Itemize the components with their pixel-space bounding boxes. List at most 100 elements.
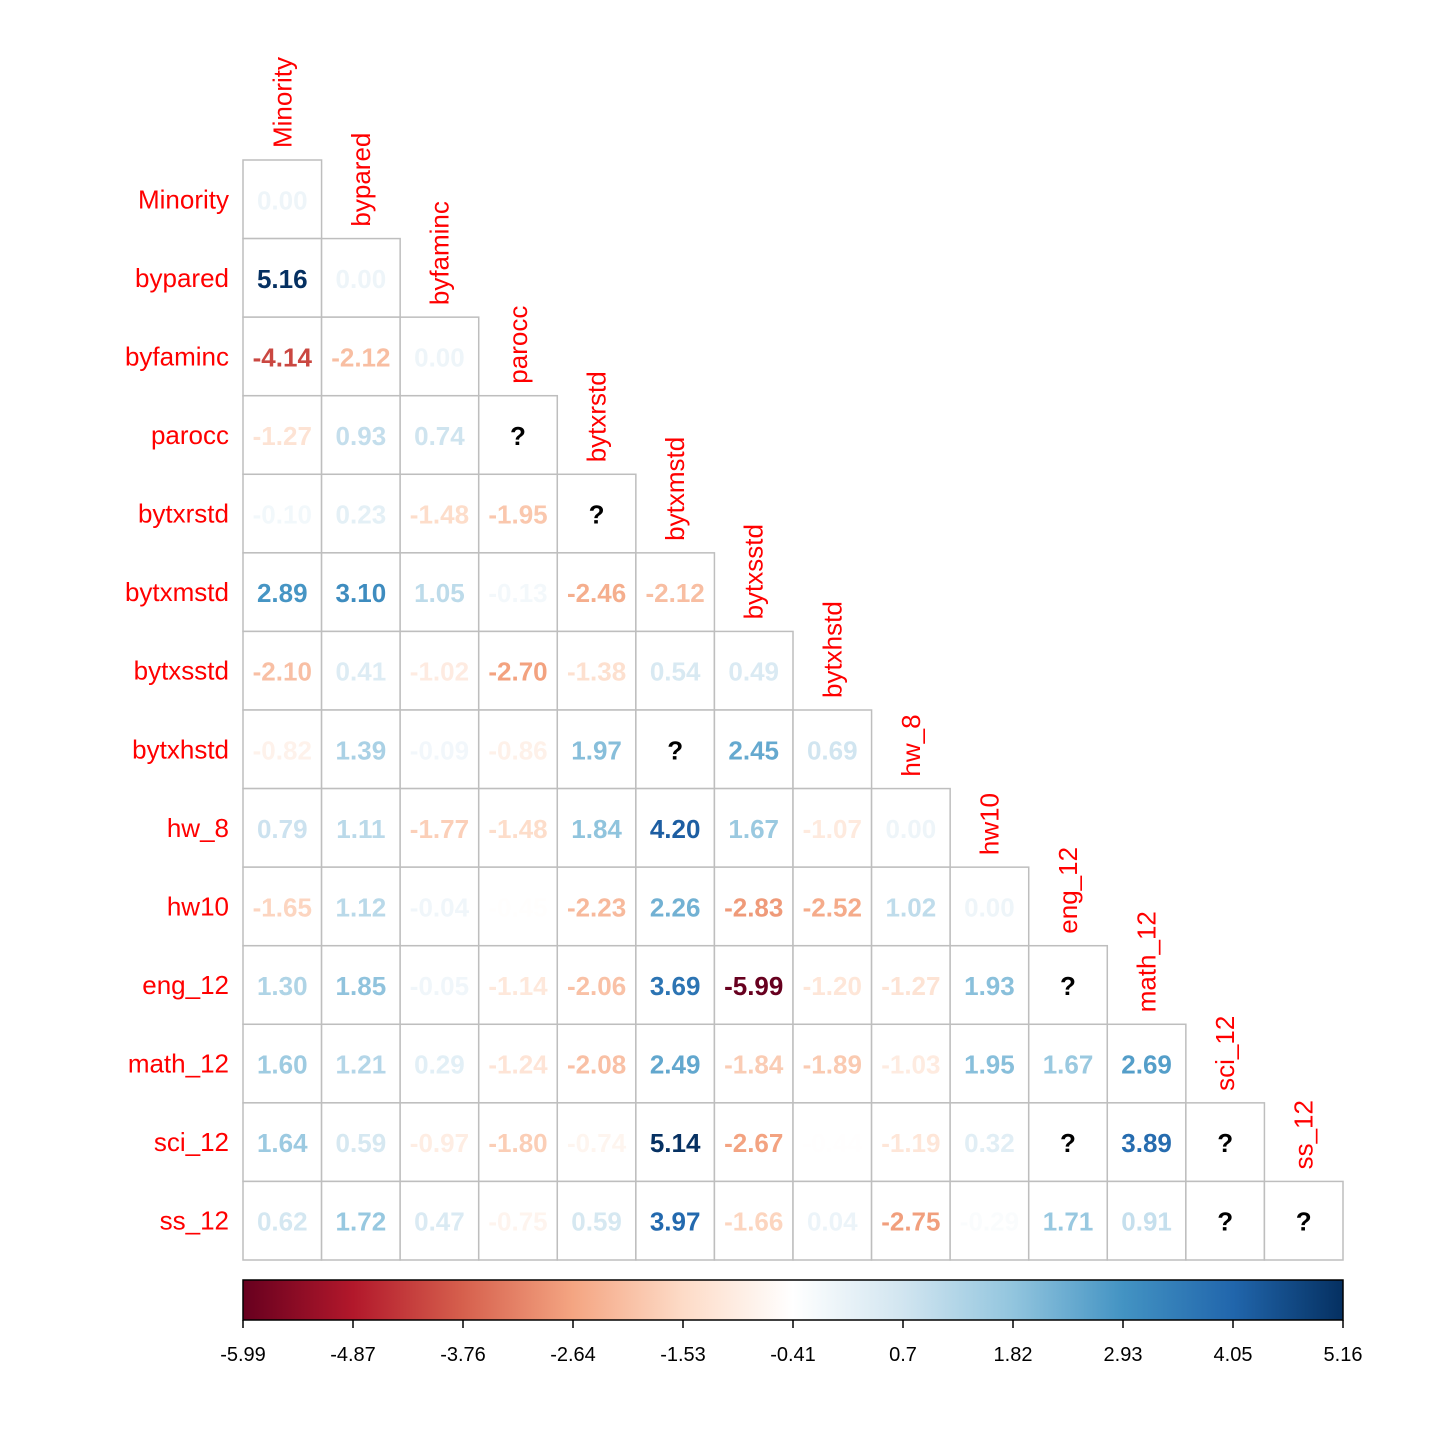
cell-value-label: -1.65 [253,892,312,922]
heatmap-cell [635,1180,716,1261]
heatmap-cell [1027,1180,1109,1261]
colorbar-tick-label: -4.87 [330,1344,376,1366]
heatmap-cell [870,866,951,947]
cell-value-label: -2.06 [567,971,626,1001]
cell-value-label: -0.29 [960,1207,1019,1237]
heatmap-cell [635,630,716,711]
cell-value-label: 0.41 [336,657,387,687]
heatmap-cell [320,394,401,476]
cell-value-label: -1.20 [803,971,862,1001]
heatmap-cell [713,1102,794,1183]
colorbar-tick-label: -1.53 [660,1344,706,1366]
column-label: hw10 [974,793,1004,855]
cell-value-label: 1.95 [964,1050,1015,1080]
cell-value-label: 1.60 [257,1050,308,1080]
cell-na-label: ? [1060,971,1076,1001]
cell-value-label: -0.44 [803,1128,863,1158]
cell-value-label: -2.12 [646,578,705,608]
heatmap-cell [1185,1180,1266,1261]
cell-value-label: -1.48 [488,814,547,844]
heatmap-cell [477,787,559,868]
row-label: hw_8 [167,813,229,843]
heatmap-cells: 0.00 5.16 0.00 -4.14 -2.12 0.00 -1.27 0.93 0.74?… [242,159,1344,1261]
cell-value-label: 1.71 [1043,1207,1094,1237]
column-label: sci_12 [1210,1016,1240,1091]
heatmap-cell [399,1023,480,1104]
heatmap-cell [713,1180,794,1261]
cell-value-label: 3.10 [336,578,387,608]
heatmap-cell [320,473,401,554]
column-label: bypared [346,133,376,227]
cell-value-label: 0.69 [807,735,858,765]
cell-na-label: ? [1217,1128,1233,1158]
cell-value-label: 1.02 [886,892,937,922]
heatmap-cell [399,552,480,633]
heatmap-cell [399,866,480,947]
heatmap-cell [320,552,401,633]
heatmap-cell [870,1102,951,1183]
heatmap-cell [635,866,716,947]
cell-value-label: -1.95 [488,500,547,530]
cell-value-label: -0.13 [488,578,547,608]
column-label: bytxhstd [817,601,847,698]
cell-value-label: 0.91 [1121,1207,1172,1237]
row-label: hw10 [167,891,229,921]
heatmap-cell [477,552,559,633]
colorbar-tick-label: 2.93 [1104,1344,1143,1366]
heatmap-cell [870,944,951,1026]
heatmap-cell [399,1102,480,1183]
cell-value-label: -1.24 [488,1050,548,1080]
cell-value-label: 0.49 [728,657,779,687]
row-label: ss_12 [160,1206,229,1236]
cell-value-label: -0.82 [253,735,312,765]
cell-value-label: 4.20 [650,814,701,844]
row-label: bytxmstd [125,577,229,607]
cell-value-label: -2.70 [488,657,547,687]
cell-na-label: ? [667,735,683,765]
heatmap-cell [792,1023,873,1104]
colorbar-gradient [242,1279,1344,1321]
cell-value-label: 2.45 [728,735,779,765]
heatmap-cell [949,1023,1030,1104]
column-label: bytxrstd [582,371,612,462]
cell-value-label: 2.69 [1121,1050,1172,1080]
colorbar-tick-label: -0.41 [770,1344,816,1366]
cell-value-label: 1.05 [414,578,465,608]
heatmap-cell [399,787,480,868]
heatmap-cell [870,787,951,868]
heatmap-cell [477,630,559,711]
heatmap-cell [320,866,401,947]
cell-value-label: 0.00 [257,185,308,215]
heatmap-cell [713,1023,794,1104]
cell-value-label: 0.59 [571,1207,622,1237]
heatmap-cell [477,473,559,554]
heatmap-cell [713,630,794,711]
cell-value-label: -1.27 [253,421,312,451]
cell-value-label: -4.14 [253,342,313,372]
cell-value-label: -1.77 [410,814,469,844]
cell-na-label: ? [1060,1128,1076,1158]
column-label: Minority [267,57,297,148]
row-label: parocc [151,420,229,450]
cell-value-label: -2.52 [803,892,862,922]
cell-value-label: -1.27 [881,971,940,1001]
cell-value-label: 2.89 [257,578,308,608]
heatmap-cell [399,709,480,790]
cell-value-label: 2.49 [650,1050,701,1080]
heatmap-cell [949,866,1030,947]
cell-value-label: -0.97 [410,1128,469,1158]
colorbar-tick-label: 4.05 [1214,1344,1253,1366]
cell-value-label: 0.23 [336,500,387,530]
heatmap-cell [242,237,323,318]
cell-value-label: 1.64 [257,1128,308,1158]
column-labels: Minority bypared byfaminc parocc bytxrstd byt… [267,57,1318,1169]
cell-value-label: 1.93 [964,971,1015,1001]
heatmap-cell [242,159,323,240]
cell-value-label: -0.04 [410,892,470,922]
cell-value-label: 5.14 [650,1128,701,1158]
cell-value-label: 1.72 [336,1207,387,1237]
heatmap-cell [399,316,480,397]
heatmap-cell [320,630,401,711]
cell-na-label: ? [1217,1207,1233,1237]
heatmap-cell [635,787,716,868]
